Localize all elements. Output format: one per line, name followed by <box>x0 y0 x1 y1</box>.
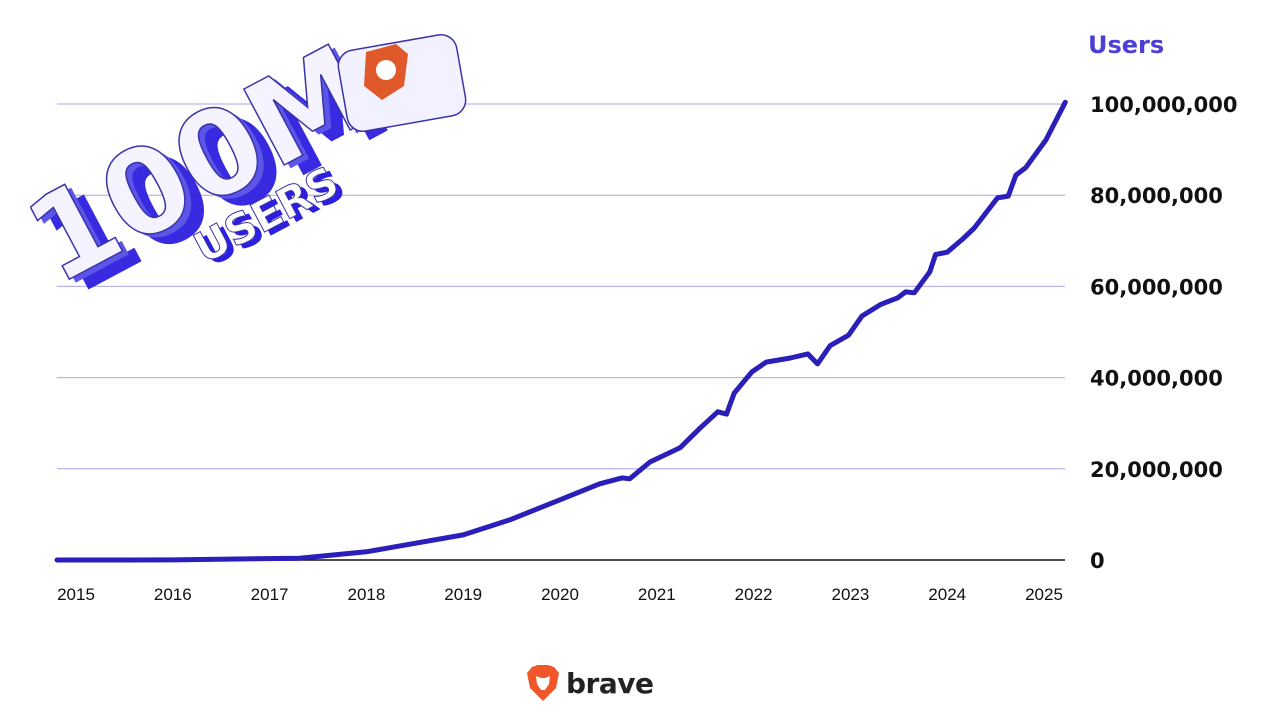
x-tick-label: 2022 <box>735 585 773 604</box>
y-tick-label: 40,000,000 <box>1090 367 1223 391</box>
x-tick-label: 2023 <box>831 585 869 604</box>
brave-wordmark: brave <box>566 666 654 700</box>
y-tick-label: 0 <box>1090 549 1105 573</box>
x-tick-label: 2021 <box>638 585 676 604</box>
y-axis-title: Users <box>1088 31 1164 59</box>
x-tick-label: 2017 <box>251 585 289 604</box>
x-tick-label: 2024 <box>928 585 966 604</box>
x-tick-label: 2015 <box>57 585 95 604</box>
brave-lion-icon <box>527 665 559 701</box>
x-tick-label: 2018 <box>347 585 385 604</box>
y-tick-label: 60,000,000 <box>1090 275 1223 299</box>
y-tick-label: 80,000,000 <box>1090 184 1223 208</box>
y-tick-label: 100,000,000 <box>1090 93 1237 117</box>
x-axis-ticks: 2015 2016 2017 2018 2019 2020 2021 2022 2023 2024… <box>57 585 1063 604</box>
100m-users-badge-logo: 100M 100M 100M USERS USERS <box>30 30 467 320</box>
y-tick-label: 20,000,000 <box>1090 458 1223 482</box>
y-axis-ticks: 0 20,000,000 40,000,000 60,000,000 80,000,00… <box>1090 93 1237 573</box>
gridlines <box>57 103 1065 561</box>
users-series-line <box>54 99 1068 563</box>
brave-footer-logo: brave <box>526 664 654 702</box>
x-tick-label: 2016 <box>154 585 192 604</box>
x-tick-label: 2020 <box>541 585 579 604</box>
x-tick-label: 2025 <box>1025 585 1063 604</box>
x-tick-label: 2019 <box>444 585 482 604</box>
